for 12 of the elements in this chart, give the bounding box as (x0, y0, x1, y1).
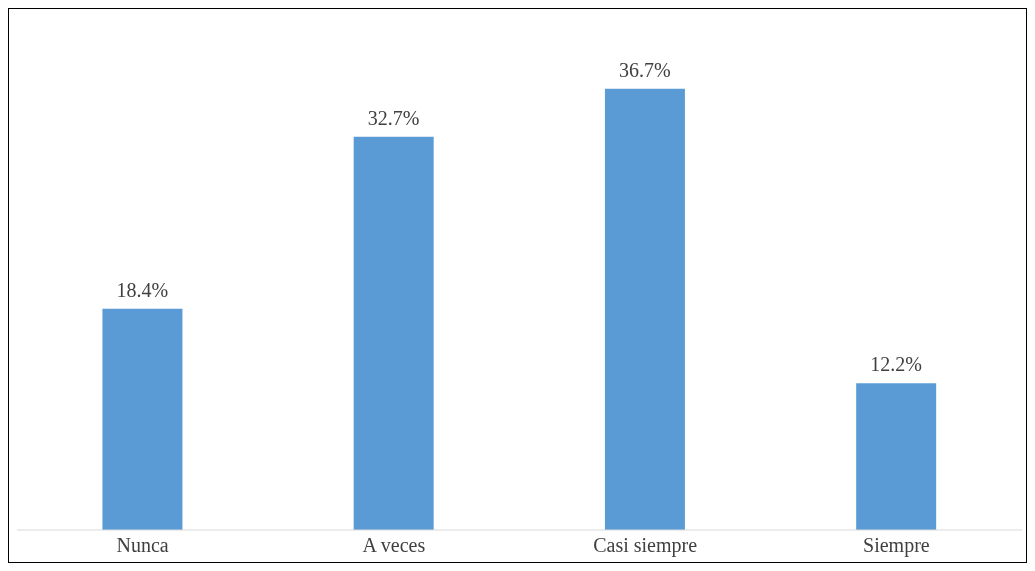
x-tick-label: A veces (362, 534, 426, 557)
data-label: 36.7% (619, 58, 671, 81)
x-tick-label: Casi siempre (593, 534, 698, 558)
bar (102, 308, 183, 530)
x-tick-label: Nunca (116, 534, 169, 557)
x-tick-label: Siempre (863, 534, 930, 558)
data-label: 32.7% (367, 106, 420, 129)
data-label: 18.4% (116, 278, 169, 301)
bar (856, 383, 937, 530)
bar (353, 136, 434, 530)
bar (604, 88, 685, 530)
data-label: 12.2% (870, 353, 923, 376)
